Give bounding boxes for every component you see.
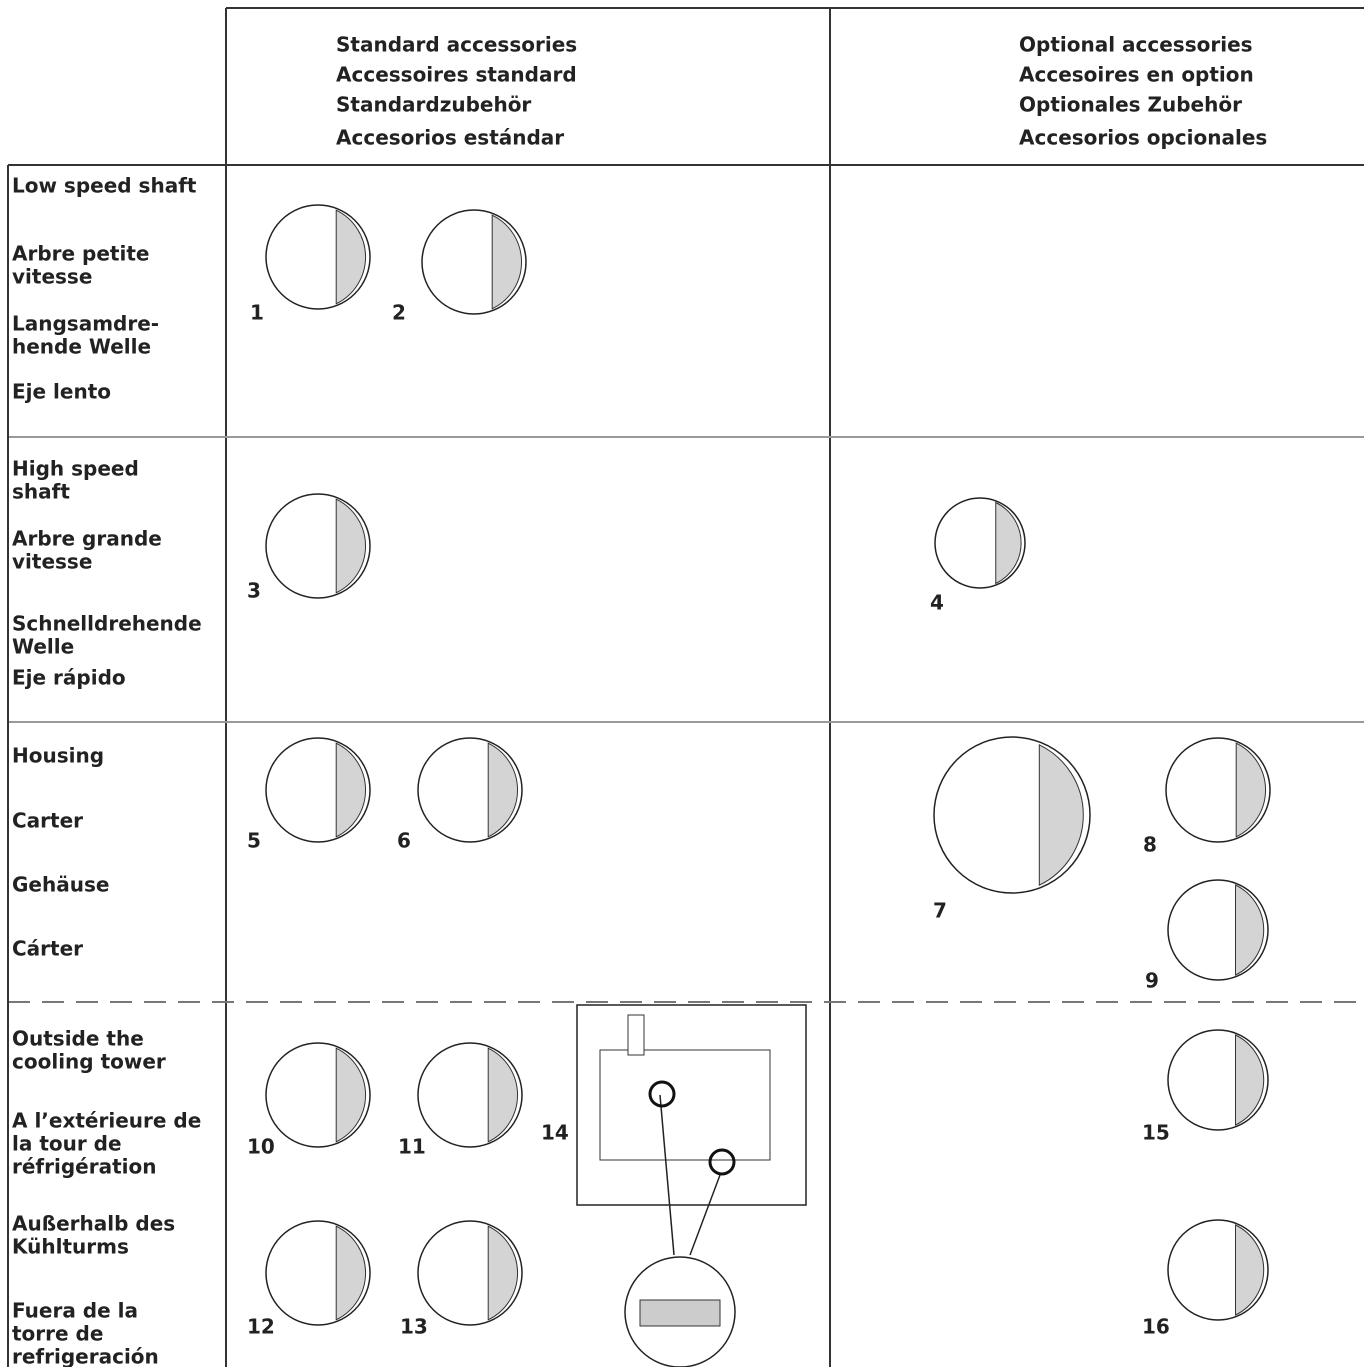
header-line: Standard accessories bbox=[336, 33, 577, 57]
row-label: Low speed shaft bbox=[12, 174, 197, 198]
icon-detail bbox=[1235, 1224, 1265, 1316]
icon-detail bbox=[335, 742, 367, 838]
row-label: Langsamdre- bbox=[12, 312, 159, 336]
row-label: réfrigération bbox=[12, 1155, 156, 1179]
row-label: la tour de bbox=[12, 1132, 122, 1156]
icon-detail bbox=[335, 1047, 367, 1143]
row-label: Carter bbox=[12, 809, 83, 833]
row-label: Gehäuse bbox=[12, 873, 109, 897]
header-line: Standardzubehör bbox=[336, 93, 531, 117]
header-line: Accessoires standard bbox=[336, 63, 577, 87]
detail-section bbox=[639, 1299, 721, 1327]
row-label: Outside the bbox=[12, 1027, 144, 1051]
row-label: torre de bbox=[12, 1322, 103, 1346]
item-number: 8 bbox=[1143, 833, 1157, 857]
item-number: 15 bbox=[1142, 1121, 1170, 1145]
row-label: Eje lento bbox=[12, 380, 111, 404]
icon-detail bbox=[487, 742, 519, 838]
row-label: High speed bbox=[12, 457, 139, 481]
item-number: 14 bbox=[541, 1121, 569, 1145]
gearbox-frame bbox=[576, 1004, 807, 1206]
row-label: Eje rápido bbox=[12, 666, 126, 690]
icon-detail bbox=[1038, 744, 1084, 886]
item-number: 16 bbox=[1142, 1315, 1170, 1339]
header-line: Optionales Zubehör bbox=[1019, 93, 1242, 117]
header-line: Optional accessories bbox=[1019, 33, 1253, 57]
item-number: 2 bbox=[392, 301, 406, 325]
row-label: vitesse bbox=[12, 550, 92, 574]
item-number: 9 bbox=[1145, 969, 1159, 993]
row-label: Cárter bbox=[12, 937, 83, 961]
icon-detail bbox=[335, 209, 367, 305]
row-label: cooling tower bbox=[12, 1050, 166, 1074]
row-label: A l’extérieure de bbox=[12, 1109, 201, 1133]
item-number: 10 bbox=[247, 1135, 275, 1159]
icon-detail bbox=[1235, 884, 1265, 976]
icon-detail bbox=[335, 498, 367, 594]
marker bbox=[708, 1148, 736, 1176]
icon-detail bbox=[1235, 1034, 1265, 1126]
marker bbox=[648, 1080, 676, 1108]
row-label: Arbre grande bbox=[12, 527, 162, 551]
icon-detail bbox=[335, 1225, 367, 1321]
item-number: 3 bbox=[247, 579, 261, 603]
row-label: Außerhalb des bbox=[12, 1212, 175, 1236]
item-number: 5 bbox=[247, 829, 261, 853]
item-number: 4 bbox=[930, 591, 944, 615]
header-line: Accesorios estándar bbox=[336, 126, 564, 150]
row-label: hende Welle bbox=[12, 335, 151, 359]
item-number: 7 bbox=[933, 899, 947, 923]
arrow bbox=[689, 1174, 721, 1256]
row-label: shaft bbox=[12, 480, 70, 504]
row-label: Kühlturms bbox=[12, 1235, 129, 1259]
icon-detail bbox=[487, 1225, 519, 1321]
row-label: Fuera de la bbox=[12, 1299, 138, 1323]
row-label: Housing bbox=[12, 744, 104, 768]
gearbox-drawing bbox=[599, 1049, 771, 1161]
arrow bbox=[659, 1094, 675, 1256]
item-number: 12 bbox=[247, 1315, 275, 1339]
item-number: 11 bbox=[398, 1135, 426, 1159]
row-label: Welle bbox=[12, 635, 74, 659]
row-label: Schnelldrehende bbox=[12, 612, 202, 636]
row-label: refrigeración bbox=[12, 1345, 159, 1367]
row-label: vitesse bbox=[12, 265, 92, 289]
icon-detail bbox=[1235, 742, 1267, 838]
item-number: 1 bbox=[250, 301, 264, 325]
icon-detail bbox=[491, 214, 523, 310]
gearbox-shaft bbox=[627, 1014, 645, 1056]
item-number: 13 bbox=[400, 1315, 428, 1339]
header-line: Accesorios opcionales bbox=[1019, 126, 1267, 150]
row-label: Arbre petite bbox=[12, 242, 149, 266]
item-number: 6 bbox=[397, 829, 411, 853]
header-line: Accesoires en option bbox=[1019, 63, 1254, 87]
icon-detail bbox=[487, 1047, 519, 1143]
icon-detail bbox=[995, 501, 1022, 585]
